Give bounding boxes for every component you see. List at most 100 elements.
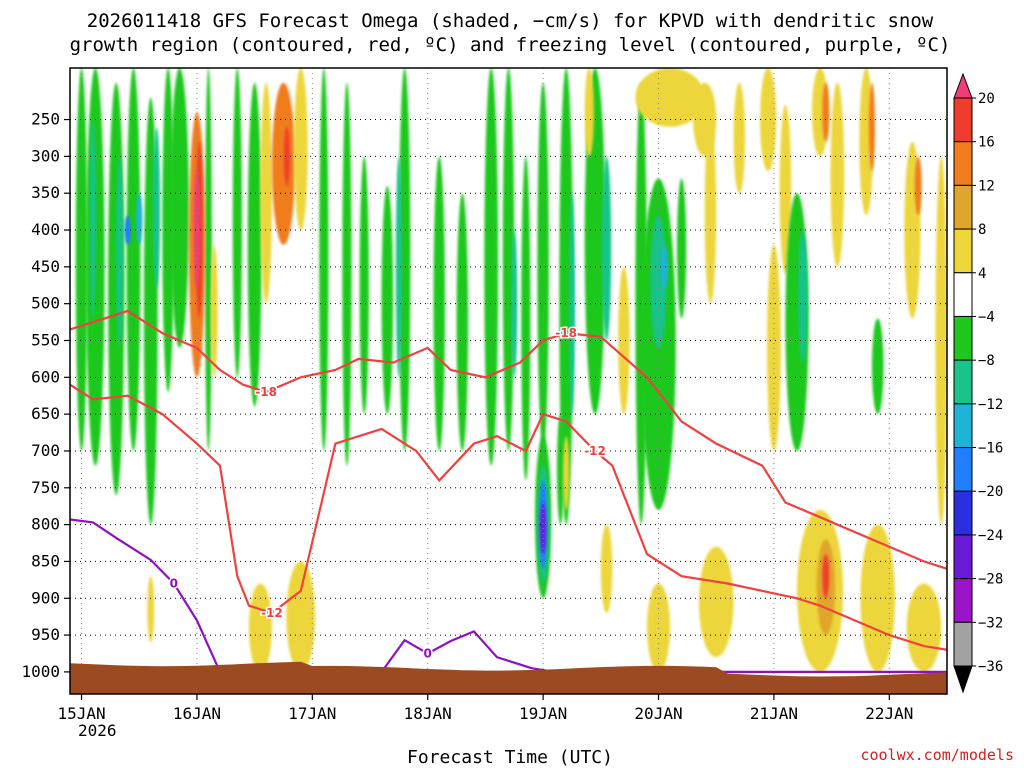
y-tick-label-500: 500 xyxy=(31,294,60,313)
omega-shade-81 xyxy=(147,576,155,643)
chart-title-line1: 2026011418 GFS Forecast Omega (shaded, −… xyxy=(87,10,934,32)
contour-label-1-1: -18 xyxy=(555,326,577,340)
colorbar-bin-11 xyxy=(953,534,973,580)
y-tick-label-600: 600 xyxy=(31,367,60,386)
omega-shade-26 xyxy=(381,185,394,415)
colorbar-label-10: −24 xyxy=(978,528,1003,544)
omega-shade-36 xyxy=(601,156,612,341)
colorbar-label-7: −12 xyxy=(978,397,1003,413)
plot-area: -12 -12 -18 -18 0 0 xyxy=(70,68,947,694)
omega-shade-62 xyxy=(830,82,845,267)
y-tick-label-300: 300 xyxy=(31,146,60,165)
colorbar-arrow-bottom xyxy=(953,665,973,694)
omega-shade-75 xyxy=(860,524,896,672)
y-tick-label-750: 750 xyxy=(31,478,60,497)
omega-shading xyxy=(75,68,947,672)
colorbar-bin-8 xyxy=(953,403,973,449)
x-tick-label-16JAN: 16JAN xyxy=(173,704,221,723)
omega-shade-33 xyxy=(537,82,549,451)
plot-grid xyxy=(70,68,947,694)
y-tick-label-1000: 1000 xyxy=(21,662,60,681)
omega-shade-34 xyxy=(559,68,574,525)
y-tick-label-800: 800 xyxy=(31,515,60,534)
omega-shade-53 xyxy=(676,178,687,319)
omega-shade-30 xyxy=(484,68,499,466)
omega-shade-61 xyxy=(798,230,808,363)
ground-terrain xyxy=(70,661,947,694)
omega-shade-76 xyxy=(906,583,942,672)
colorbar-bin-4 xyxy=(953,228,973,274)
omega-shade-12 xyxy=(124,215,131,245)
omega-shade-74 xyxy=(822,554,830,599)
omega-shade-58 xyxy=(760,68,777,172)
x-axis-label: Forecast Time (UTC) xyxy=(407,747,613,768)
colorbar-bin-7 xyxy=(953,359,973,405)
omega-shade-20 xyxy=(271,82,296,245)
contour-label-0-0: -12 xyxy=(261,606,283,620)
colorbar-label-13: −36 xyxy=(978,659,1003,675)
omega-shade-15 xyxy=(193,171,200,289)
omega-shade-54 xyxy=(704,119,717,304)
omega-shade-32 xyxy=(521,156,531,481)
y-tick-label-400: 400 xyxy=(31,220,60,239)
colorbar-label-3: 8 xyxy=(978,222,986,238)
colorbar-label-12: −32 xyxy=(978,615,1003,631)
colorbar-label-0: 20 xyxy=(978,91,995,107)
y-tick-label-350: 350 xyxy=(31,183,60,202)
omega-shade-8 xyxy=(90,119,97,319)
colorbar-label-8: −16 xyxy=(978,441,1003,457)
omega-shade-24 xyxy=(342,82,352,466)
omega-shade-11 xyxy=(136,193,143,245)
omega-shade-45 xyxy=(556,414,564,525)
colorbar-bin-5 xyxy=(953,272,973,317)
x-tick-label-22JAN: 22JAN xyxy=(865,704,913,723)
omega-shade-37 xyxy=(584,68,594,157)
colorbar-label-9: −20 xyxy=(978,484,1003,500)
y-tick-label-250: 250 xyxy=(31,110,60,129)
y-tick-label-550: 550 xyxy=(31,330,60,349)
colorbar: 20 16 12 8 4 −4 −8 −12 −16 −20 −24 −28 −32 −36 xyxy=(953,72,1003,694)
omega-shade-48 xyxy=(618,266,630,415)
x-tick-label-20JAN: 20JAN xyxy=(634,704,682,723)
omega-shade-40 xyxy=(568,193,575,415)
x-tick-label-18JAN: 18JAN xyxy=(404,704,452,723)
omega-shade-23 xyxy=(319,68,329,451)
omega-shade-69 xyxy=(935,156,947,525)
colorbar-label-11: −28 xyxy=(978,572,1003,588)
contour-line-2 xyxy=(70,518,947,673)
x-tick-label-15JAN: 15JAN xyxy=(57,704,105,723)
credit-text: coolwx.com/models xyxy=(860,746,1014,764)
colorbar-label-2: 12 xyxy=(978,178,995,194)
y-axis: 250 300 350 400 450 500 550 600 650 700 750 800 850 9… xyxy=(21,110,70,681)
omega-shade-71 xyxy=(766,244,781,451)
colorbar-bin-9 xyxy=(953,447,973,492)
omega-shade-55 xyxy=(635,68,705,127)
omega-shade-21 xyxy=(283,126,290,186)
omega-shade-18 xyxy=(247,82,262,407)
x-tick-year: 2026 xyxy=(78,721,117,740)
omega-shade-79 xyxy=(286,561,316,672)
omega-shade-66 xyxy=(868,82,875,172)
colorbar-bin-12 xyxy=(953,578,973,623)
omega-shade-80 xyxy=(248,583,272,672)
omega-shade-46 xyxy=(563,436,570,510)
omega-shade-27 xyxy=(398,68,411,451)
omega-shade-7 xyxy=(205,68,212,451)
colorbar-bin-13 xyxy=(953,621,973,667)
colorbar-bin-10 xyxy=(953,490,973,536)
omega-shade-19 xyxy=(260,82,272,304)
plot-frame xyxy=(69,67,948,695)
omega-shade-3 xyxy=(126,68,141,451)
x-axis: 15JAN 16JAN 17JAN 18JAN 19JAN 20JAN 21JAN 22JAN xyxy=(57,694,913,723)
chart-title-line2: growth region (contoured, red, ºC) and f… xyxy=(70,34,951,56)
colorbar-bin-6 xyxy=(953,315,973,361)
omega-shade-64 xyxy=(822,82,830,142)
contour-line-1 xyxy=(70,309,947,570)
omega-shade-0 xyxy=(75,68,88,451)
contour-label-2-0: 0 xyxy=(170,577,178,591)
colorbar-label-6: −8 xyxy=(978,353,995,369)
colorbar-bin-1 xyxy=(953,97,973,143)
contour-line-0 xyxy=(70,383,947,651)
colorbar-arrow-top xyxy=(953,72,973,99)
